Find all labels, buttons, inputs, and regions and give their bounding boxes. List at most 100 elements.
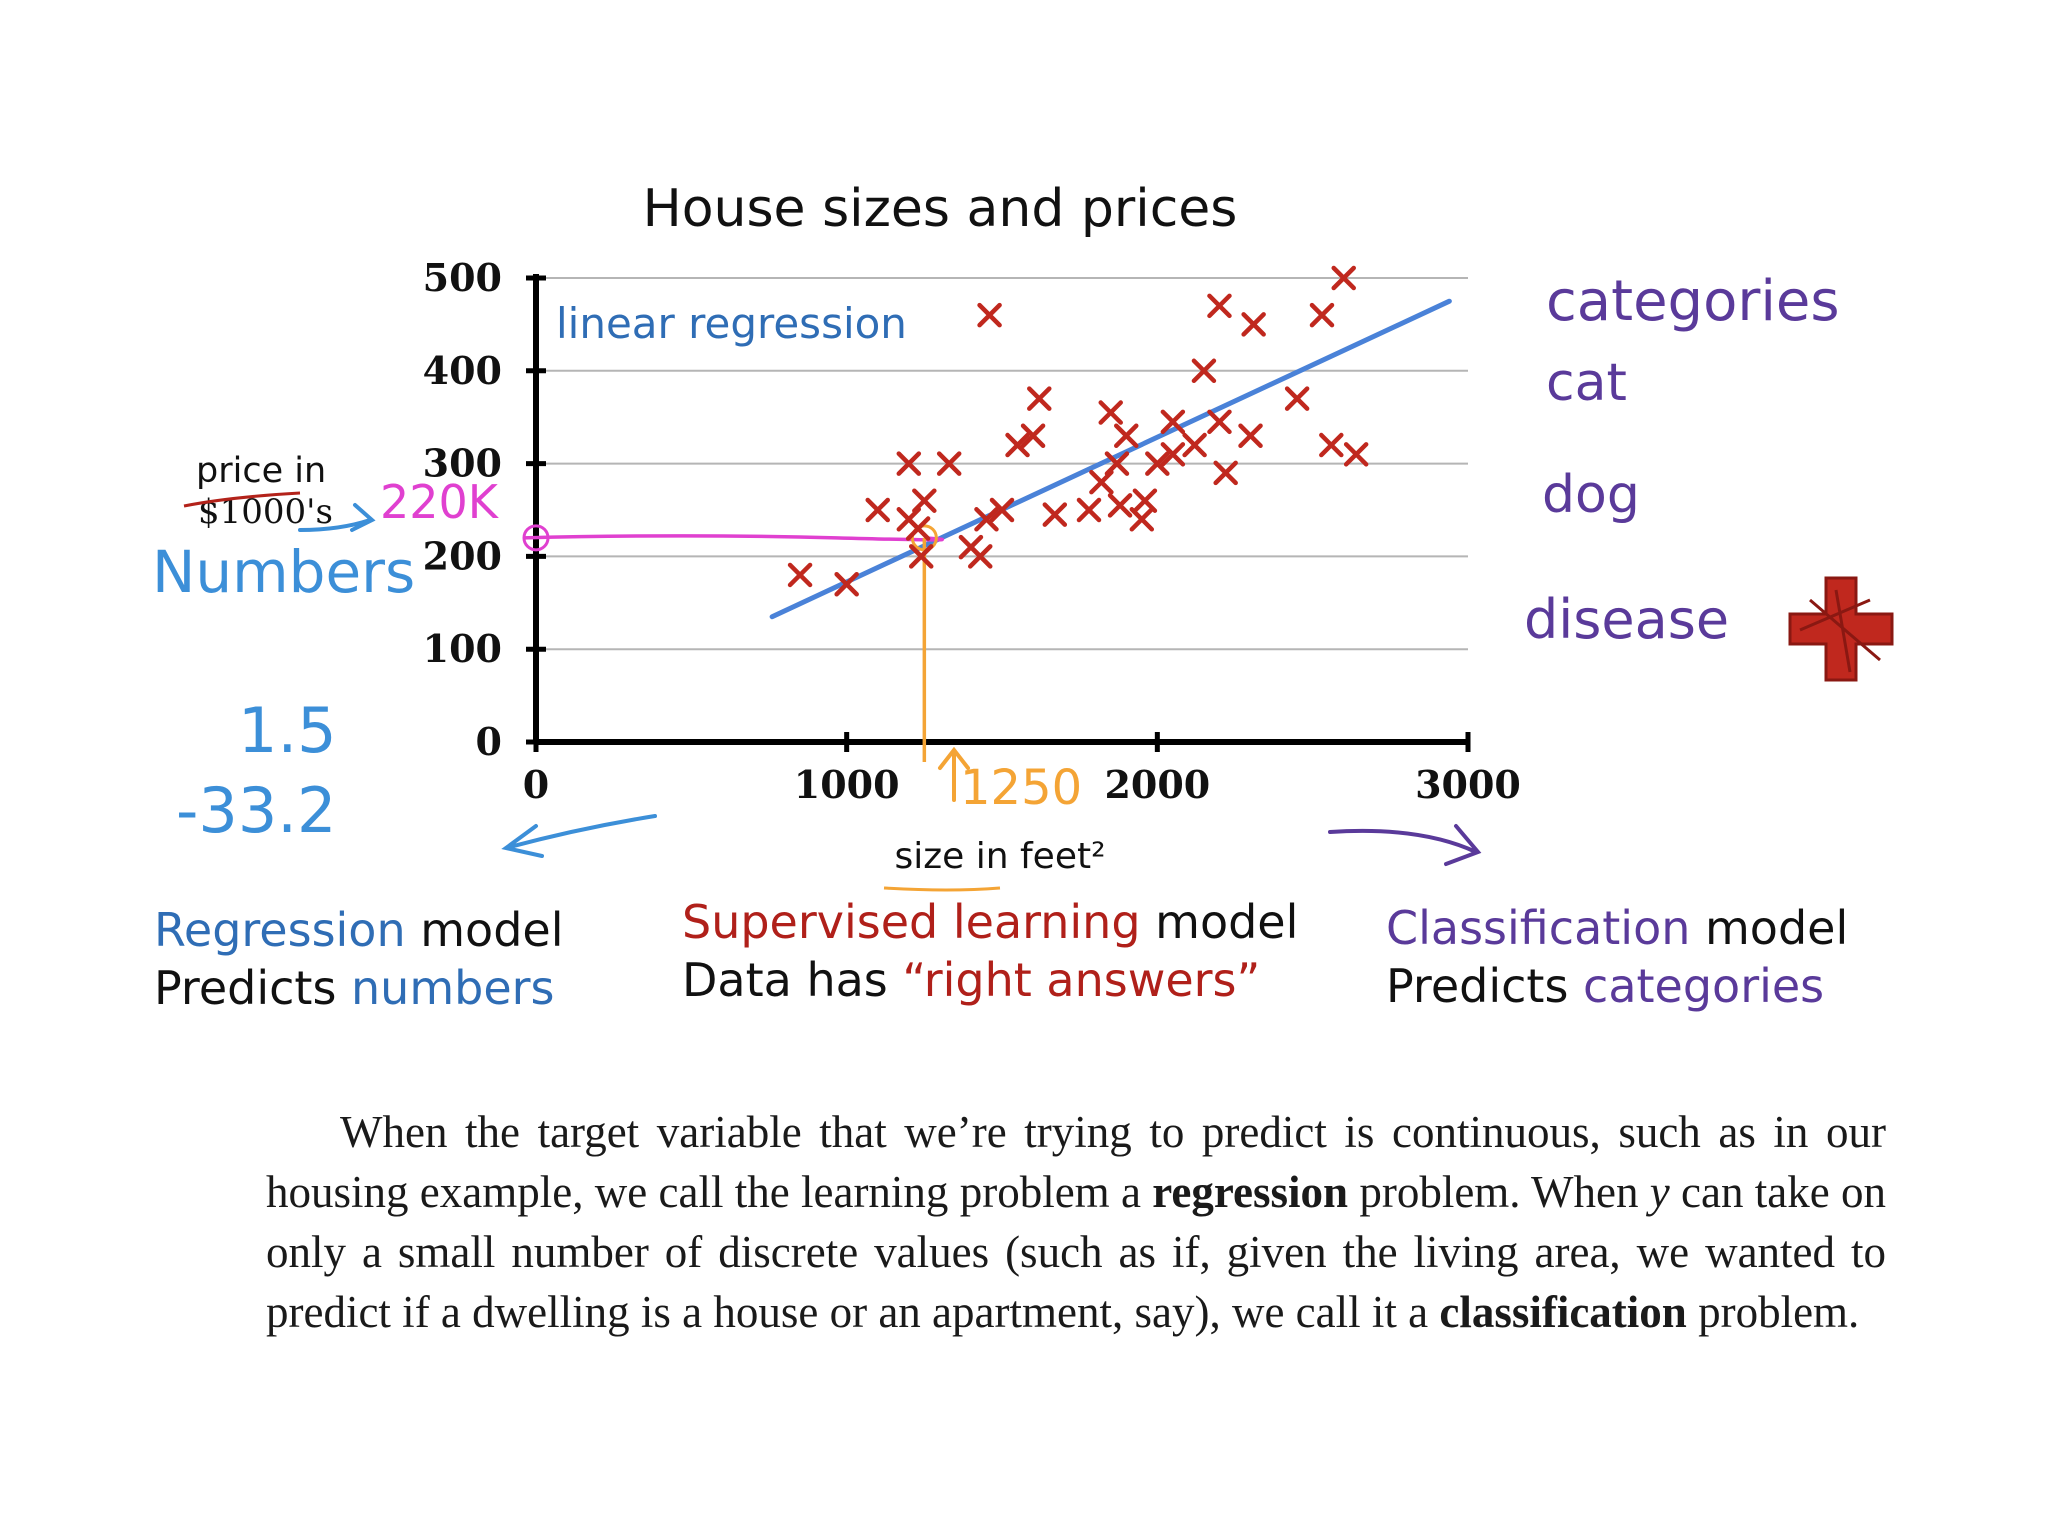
x-axis-label: size in feet² bbox=[894, 836, 1105, 877]
data-point-39 bbox=[1343, 442, 1369, 467]
classification-term: classification bbox=[1439, 1287, 1687, 1337]
y-tick-label-400: 400 bbox=[423, 348, 502, 393]
y-tick-label-500: 500 bbox=[423, 255, 502, 300]
body-paragraph: When the target variable that we’re tryi… bbox=[266, 1102, 1886, 1342]
data-point-40 bbox=[977, 302, 1002, 328]
data-point-33 bbox=[1284, 386, 1310, 411]
data-point-5 bbox=[905, 516, 931, 541]
data-point-27 bbox=[1160, 409, 1186, 435]
data-points bbox=[787, 265, 1369, 597]
data-point-36 bbox=[1309, 302, 1335, 328]
data-point-34 bbox=[1207, 293, 1232, 319]
data-point-15 bbox=[1027, 386, 1052, 411]
axes bbox=[526, 274, 1471, 752]
numbers-word: numbers bbox=[351, 961, 555, 1015]
price-arrow bbox=[298, 503, 376, 532]
data-point-10 bbox=[968, 544, 993, 569]
number-1-5: 1.5 bbox=[238, 694, 337, 767]
classification-word: Classification bbox=[1386, 901, 1690, 955]
chart-svg: House sizes and prices 0 100 200 300 400 500 0… bbox=[152, 179, 1894, 1015]
price-unit: $1000's bbox=[198, 492, 333, 532]
y-tick-label-300: 300 bbox=[423, 441, 502, 486]
disease-label: disease bbox=[1524, 588, 1729, 651]
supervised-caption: Supervised learning model bbox=[682, 895, 1298, 949]
x-tick-label-1000: 1000 bbox=[794, 762, 900, 807]
data-has-word: Data has bbox=[682, 953, 888, 1007]
data-point-4 bbox=[912, 488, 937, 513]
classification-caption: Classification model bbox=[1386, 901, 1848, 955]
data-point-32 bbox=[1238, 423, 1263, 449]
number-neg-33-2: -33.2 bbox=[176, 774, 336, 847]
data-point-17 bbox=[1076, 497, 1102, 523]
linear-regression-label: linear regression bbox=[556, 299, 907, 348]
red-cross-icon bbox=[1788, 576, 1894, 682]
x-tick-label-3000: 3000 bbox=[1415, 762, 1521, 807]
x-value-1250: 1250 bbox=[960, 760, 1082, 816]
supervised-subcaption: Data has “right answers” bbox=[682, 953, 1260, 1007]
price-label: price in bbox=[196, 451, 326, 491]
data-point-12 bbox=[989, 497, 1015, 523]
data-point-38 bbox=[1319, 432, 1344, 458]
cat-label: cat bbox=[1546, 353, 1627, 413]
y-variable: y bbox=[1649, 1167, 1670, 1217]
data-point-28 bbox=[1182, 432, 1207, 458]
regression-term: regression bbox=[1152, 1167, 1349, 1217]
predicts-word-2: Predicts bbox=[1386, 959, 1568, 1013]
data-point-11 bbox=[974, 507, 999, 532]
model-word-2: model bbox=[1155, 895, 1298, 949]
data-point-7 bbox=[896, 451, 922, 476]
data-point-19 bbox=[1098, 400, 1123, 425]
paragraph-part-2: problem. When bbox=[1348, 1167, 1650, 1217]
tick-labels: 0 100 200 300 400 500 0 1000 2000 3000 bbox=[423, 255, 1521, 807]
categories-word: categories bbox=[1583, 959, 1824, 1013]
paragraph-part-4: problem. bbox=[1686, 1287, 1860, 1337]
data-point-37 bbox=[1331, 265, 1356, 291]
data-point-8 bbox=[936, 451, 962, 476]
y-tick-label-200: 200 bbox=[423, 533, 502, 578]
regression-word: Regression bbox=[154, 903, 406, 957]
data-point-30 bbox=[1207, 409, 1232, 435]
x-value-arrow bbox=[938, 746, 970, 802]
y-tick-label-0: 0 bbox=[476, 719, 502, 764]
chart-title: House sizes and prices bbox=[643, 179, 1238, 239]
data-point-26 bbox=[1160, 442, 1186, 467]
data-point-31 bbox=[1213, 460, 1238, 486]
dog-label: dog bbox=[1542, 465, 1640, 525]
data-point-13 bbox=[1005, 432, 1030, 458]
right-arrow bbox=[1328, 824, 1482, 866]
prediction-horizontal-guide bbox=[523, 534, 945, 542]
paragraph-part-1: When the target variable that we’re tryi… bbox=[266, 1107, 1886, 1217]
categories-label: categories bbox=[1546, 269, 1840, 334]
prediction-y-marker bbox=[522, 524, 550, 552]
x-axis-label-underline bbox=[883, 886, 1001, 892]
data-point-16 bbox=[1042, 502, 1068, 527]
y-tick-label-100: 100 bbox=[423, 626, 502, 671]
gridlines bbox=[536, 277, 1468, 651]
value-220k: 220K bbox=[380, 475, 500, 529]
regression-caption: Regression model bbox=[154, 903, 563, 957]
data-point-6 bbox=[908, 544, 934, 569]
data-point-24 bbox=[1132, 488, 1158, 513]
data-point-1 bbox=[834, 571, 859, 597]
left-arrow bbox=[501, 814, 657, 858]
data-point-21 bbox=[1114, 423, 1139, 449]
predicts-word: Predicts bbox=[154, 961, 336, 1015]
data-point-20 bbox=[1104, 451, 1130, 476]
supervised-word: Supervised learning bbox=[682, 895, 1141, 949]
data-point-14 bbox=[1020, 423, 1046, 449]
data-point-0 bbox=[787, 562, 813, 588]
data-point-2 bbox=[865, 497, 890, 523]
classification-subcaption: Predicts categories bbox=[1386, 959, 1824, 1013]
model-word-3: model bbox=[1705, 901, 1848, 955]
right-answers-word: “right answers” bbox=[902, 953, 1260, 1007]
paragraph-part-3: can take on only a small number of discr… bbox=[266, 1167, 1886, 1337]
data-point-22 bbox=[1107, 493, 1133, 518]
regression-subcaption: Predicts numbers bbox=[154, 961, 555, 1015]
x-tick-label-0: 0 bbox=[523, 762, 549, 807]
data-point-25 bbox=[1145, 451, 1170, 476]
prediction-point bbox=[910, 524, 938, 552]
numbers-label: Numbers bbox=[152, 538, 415, 606]
price-underline bbox=[183, 491, 301, 508]
data-point-29 bbox=[1191, 358, 1217, 384]
